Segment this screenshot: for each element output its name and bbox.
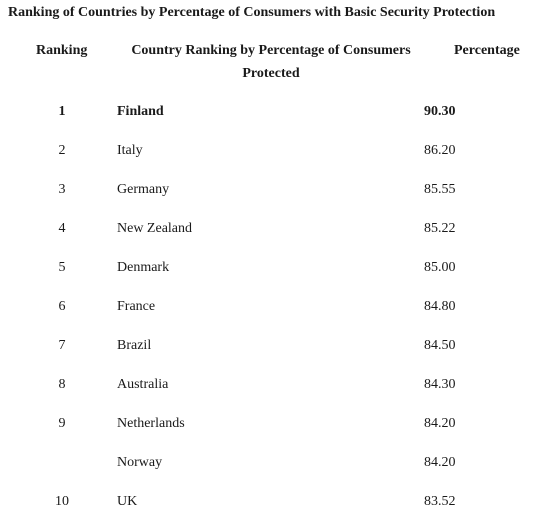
percentage-cell: 85.00 — [424, 260, 456, 275]
percentage-cell: 84.20 — [424, 455, 456, 470]
country-cell: Germany — [117, 182, 170, 197]
percentage-cell: 84.80 — [424, 299, 456, 314]
table-row: 8 Australia 84.30 — [0, 374, 546, 396]
column-header-country: Country Ranking by Percentage of Consume… — [131, 43, 411, 81]
country-cell: Norway — [117, 455, 163, 470]
rank-cell: 7 — [58, 338, 66, 353]
column-header-ranking: Ranking — [36, 43, 88, 58]
rank-cell: 9 — [58, 416, 66, 431]
country-cell: UK — [117, 494, 138, 509]
percentage-cell: 84.20 — [424, 416, 456, 431]
percentage-cell: 84.30 — [424, 377, 456, 392]
country-cell: New Zealand — [117, 221, 193, 236]
table-row: 3 Germany 85.55 — [0, 179, 546, 201]
table-row: 9 Netherlands 84.20 — [0, 413, 546, 435]
country-cell: Netherlands — [117, 416, 185, 431]
table-row: 5 Denmark 85.00 — [0, 257, 546, 279]
rank-cell: 4 — [58, 221, 66, 236]
rank-cell: 10 — [55, 494, 69, 509]
country-cell: Australia — [117, 377, 169, 392]
table-row: 6 France 84.80 — [0, 296, 546, 318]
table-row: Norway 84.20 — [0, 452, 546, 474]
country-cell: Finland — [117, 104, 164, 119]
country-cell: France — [117, 299, 156, 314]
table-row: 7 Brazil 84.50 — [0, 335, 546, 357]
rank-cell: 3 — [58, 182, 66, 197]
percentage-cell: 86.20 — [424, 143, 456, 158]
rank-cell: 5 — [58, 260, 66, 275]
percentage-cell: 83.52 — [424, 494, 456, 509]
percentage-cell: 85.22 — [424, 221, 456, 236]
table-row: 2 Italy 86.20 — [0, 140, 546, 162]
percentage-cell: 85.55 — [424, 182, 456, 197]
rank-cell: 8 — [58, 377, 66, 392]
page-title: Ranking of Countries by Percentage of Co… — [8, 5, 496, 20]
percentage-cell: 90.30 — [424, 104, 456, 119]
table-row: 4 New Zealand 85.22 — [0, 218, 546, 240]
table-row: 10 UK 83.52 — [0, 491, 546, 513]
country-cell: Brazil — [117, 338, 152, 353]
table-row: 1 Finland 90.30 — [0, 101, 546, 123]
country-cell: Italy — [117, 143, 143, 158]
rank-cell: 1 — [58, 104, 66, 119]
percentage-cell: 84.50 — [424, 338, 456, 353]
column-header-percentage: Percentage — [454, 43, 520, 58]
rank-cell: 6 — [58, 299, 66, 314]
country-cell: Denmark — [117, 260, 170, 275]
rank-cell: 2 — [58, 143, 66, 158]
